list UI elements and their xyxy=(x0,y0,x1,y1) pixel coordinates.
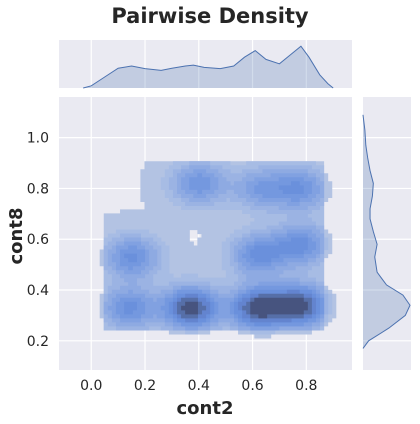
y-axis-label: cont8 xyxy=(6,208,27,265)
y-marginal-density-line xyxy=(362,114,411,349)
density-level-7-area xyxy=(124,181,321,327)
y-marginal-density-fill xyxy=(363,114,410,349)
right-marginal xyxy=(362,97,411,370)
density-level-10-area xyxy=(181,297,308,319)
x-tick-label: 0.6 xyxy=(241,378,263,394)
top-marginal-background xyxy=(59,40,352,88)
y-tick-label: 1.0 xyxy=(27,131,49,147)
x-tick-label: 0.4 xyxy=(188,378,210,394)
x-tick-labels: 0.0 0.2 0.4 0.6 0.8 xyxy=(80,378,317,394)
density-level-6 xyxy=(115,173,325,327)
x-tick-label: 0.0 xyxy=(80,378,102,394)
y-tick-label: 0.2 xyxy=(27,334,49,350)
main-plot xyxy=(59,97,352,370)
x-tick-label: 0.2 xyxy=(134,378,156,394)
y-tick-labels: 0.2 0.4 0.6 0.8 1.0 xyxy=(27,131,49,350)
x-marginal-density-line xyxy=(83,45,334,89)
top-marginal xyxy=(59,40,352,89)
density-level-7 xyxy=(124,181,321,327)
kde-density-layers xyxy=(99,161,337,339)
y-tick-label: 0.6 xyxy=(27,232,49,248)
x-marginal-density-fill xyxy=(83,46,334,88)
x-axis-label: cont2 xyxy=(177,398,234,419)
right-marginal-background xyxy=(363,97,411,370)
y-tick-label: 0.4 xyxy=(27,283,49,299)
density-level-10 xyxy=(181,297,308,319)
chart-title: Pairwise Density xyxy=(111,4,309,28)
top-marginal-grid xyxy=(90,40,307,88)
x-tick-label: 0.8 xyxy=(295,378,317,394)
right-marginal-grid xyxy=(363,137,411,342)
density-level-6-area xyxy=(115,173,325,327)
y-tick-label: 0.8 xyxy=(27,181,49,197)
